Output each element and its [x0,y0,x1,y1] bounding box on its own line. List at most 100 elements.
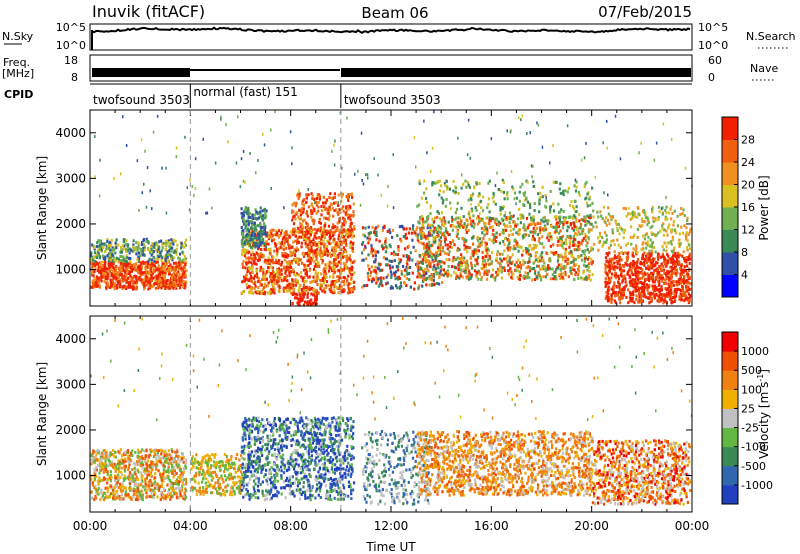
radar-echo [396,234,399,238]
radar-echo [424,250,427,254]
radar-echo [165,281,168,285]
radar-echo [485,242,488,246]
radar-echo [299,213,302,217]
radar-echo [336,244,339,248]
radar-echo [351,246,354,250]
radar-echo [506,260,509,264]
radar-echo [140,265,143,269]
radar-echo [445,179,448,183]
radar-echo [346,279,349,283]
radar-echo [438,238,441,242]
radar-echo [244,240,247,244]
radar-echo [339,283,342,287]
radar-echo [153,245,156,249]
radar-echo [335,279,338,283]
radar-echo [462,182,465,186]
radar-echo [578,213,581,217]
radar-echo [443,181,446,185]
radar-echo [506,191,509,195]
radar-echo [516,223,519,227]
radar-echo [292,240,295,244]
radar-echo [124,242,127,246]
radar-echo [466,266,469,269]
freq-tick-bottom: 8 [71,71,78,84]
radar-echo [495,231,498,235]
radar-echo [322,201,325,205]
radar-echo [315,211,318,215]
radar-echo [663,293,666,297]
radar-echo [372,254,375,258]
radar-echo [271,260,274,264]
radar-echo [455,207,458,211]
radar-echo [585,196,588,200]
radar-echo [252,281,255,285]
radar-echo [467,183,470,187]
radar-echo [661,279,664,283]
radar-echo [313,260,316,264]
radar-echo [333,265,336,269]
radar-echo [249,267,252,271]
radar-echo [485,216,488,220]
radar-echo [257,216,260,220]
radar-echo [124,279,127,282]
radar-echo [680,278,683,282]
radar-echo [251,271,254,274]
radar-echo [424,234,427,238]
radar-echo [492,238,495,241]
radar-echo [131,267,134,271]
radar-echo [435,251,439,255]
radar-echo [573,268,576,272]
radar-echo [578,226,581,230]
radar-echo [650,297,653,301]
radar-echo [572,221,575,225]
radar-echo [254,290,257,294]
radar-echo [685,269,688,273]
radar-echo [438,282,441,286]
radar-echo [543,261,546,265]
radar-echo [580,253,583,257]
radar-echo [302,268,306,272]
radar-echo [609,259,612,263]
radar-echo [439,189,442,193]
radar-echo [675,280,678,284]
radar-echo [343,255,346,258]
radar-echo [496,261,500,265]
radar-echo [348,256,351,260]
radar-echo [323,207,326,211]
radar-echo [153,282,156,286]
radar-echo [275,253,278,257]
radar-echo [552,251,555,255]
radar-echo [653,287,656,291]
radar-echo [108,240,112,244]
radar-echo [559,277,562,280]
radar-echo [686,289,689,293]
radar-echo [342,276,345,279]
radar-echo [670,285,673,289]
radar-echo [294,273,297,277]
radar-echo [413,281,416,285]
radar-echo [130,248,133,252]
radar-echo [458,248,461,252]
radar-echo [643,251,646,255]
radar-echo [578,269,581,273]
radar-echo [383,224,386,228]
radar-echo [251,223,254,227]
radar-echo [387,273,390,277]
radar-echo [259,283,262,287]
radar-echo [502,190,505,194]
radar-echo [277,229,280,233]
radar-echo [135,252,138,256]
radar-echo [296,211,299,214]
radar-echo [408,278,411,282]
radar-echo [567,215,570,219]
radar-echo [113,258,116,262]
radar-echo [518,232,521,236]
radar-echo [431,283,434,287]
radar-echo [173,249,176,253]
radar-echo [110,263,113,267]
radar-echo [180,241,183,245]
radar-echo [434,216,437,220]
radar-echo [350,214,353,218]
radar-echo [256,258,259,262]
radar-echo [556,259,560,263]
